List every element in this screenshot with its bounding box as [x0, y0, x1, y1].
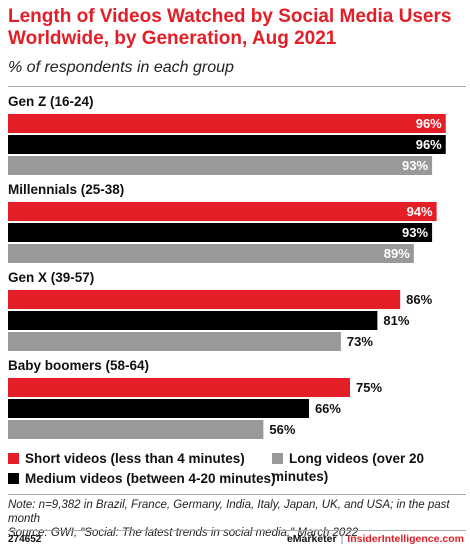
bar-long	[8, 156, 433, 175]
brand-emarketer: eMarketer	[286, 533, 337, 545]
chart-title: Length of Videos Watched by Social Media…	[8, 6, 452, 49]
legend-item-long: Long videos (over 20 minutes)	[272, 450, 470, 486]
category-label: Gen Z (16-24)	[8, 94, 94, 109]
chart-id: 274652	[8, 534, 42, 545]
bar-medium	[8, 135, 446, 154]
legend-label-long: Long videos (over 20 minutes)	[272, 451, 425, 484]
bar-long	[8, 420, 264, 439]
bar-chart: Gen Z (16-24) 96% 96% 93% Millennials (25-38…	[8, 94, 446, 439]
bar-short	[8, 290, 401, 309]
data-label: 93%	[402, 225, 428, 240]
bar-long	[8, 244, 414, 263]
bar-long	[8, 332, 341, 351]
footer-separator: |	[340, 533, 344, 545]
bottom-divider	[8, 494, 466, 495]
data-label: 93%	[402, 158, 428, 173]
bar-medium	[8, 311, 378, 330]
data-label: 96%	[416, 116, 442, 131]
legend-swatch-long	[272, 453, 283, 464]
data-label: 75%	[356, 380, 382, 395]
legend-label-short: Short videos (less than 4 minutes)	[25, 451, 245, 466]
note-text: Note: n=9,382 in Brazil, France, Germany…	[8, 499, 450, 525]
legend-item-short: Short videos (less than 4 minutes)	[8, 450, 245, 468]
footer-brand: eMarketer | InsiderIntelligence.com	[287, 533, 464, 545]
legend-label-medium: Medium videos (between 4-20 minutes)	[25, 471, 276, 486]
bar-short	[8, 202, 437, 221]
data-label: 94%	[407, 204, 433, 219]
data-label: 86%	[406, 292, 432, 307]
bar-medium	[8, 399, 309, 418]
data-label: 96%	[416, 137, 442, 152]
data-label: 66%	[315, 401, 341, 416]
data-label: 56%	[269, 422, 295, 437]
category-label: Gen X (39-57)	[8, 270, 94, 285]
legend-swatch-medium	[8, 473, 19, 484]
top-divider	[8, 86, 466, 87]
category-label: Baby boomers (58-64)	[8, 358, 149, 373]
data-label: 81%	[383, 313, 409, 328]
data-label: 89%	[384, 246, 410, 261]
bar-medium	[8, 223, 433, 242]
category-label: Millennials (25-38)	[8, 182, 124, 197]
bar-short	[8, 114, 446, 133]
data-label: 73%	[347, 334, 373, 349]
footer-divider	[8, 530, 466, 531]
brand-insider-intelligence: InsiderIntelligence.com	[347, 533, 464, 545]
legend-item-medium: Medium videos (between 4-20 minutes)	[8, 470, 276, 488]
legend-swatch-short	[8, 453, 19, 464]
bar-short	[8, 378, 350, 397]
chart-subtitle: % of respondents in each group	[8, 59, 234, 76]
